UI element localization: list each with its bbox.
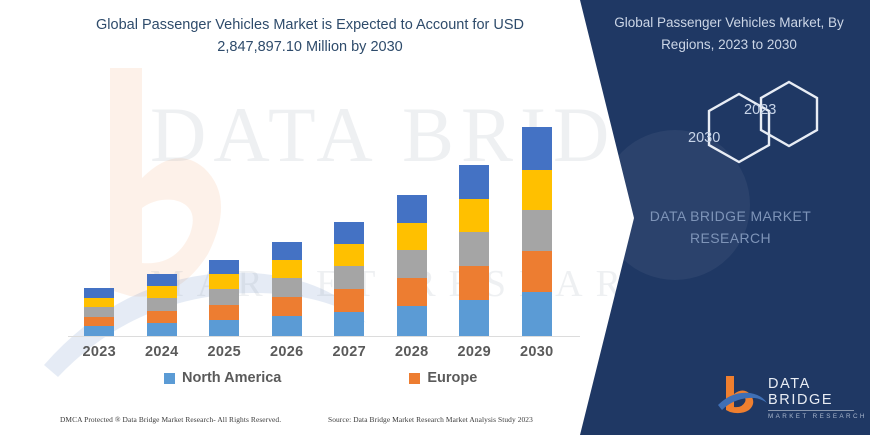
bar-segment[interactable] bbox=[209, 320, 240, 336]
bar-group bbox=[381, 96, 444, 336]
x-axis-label: 2028 bbox=[395, 344, 429, 360]
bar-segment[interactable] bbox=[334, 244, 365, 266]
company-logo-text: DATA BRIDGE MARKET RESEARCH bbox=[768, 376, 870, 420]
bar-segment[interactable] bbox=[209, 260, 240, 274]
bar-segment[interactable] bbox=[396, 195, 427, 223]
legend-item-europe[interactable]: Europe bbox=[409, 370, 477, 386]
bar-segment[interactable] bbox=[459, 232, 490, 266]
hexagon-2023-shape bbox=[759, 80, 819, 148]
bar-segment[interactable] bbox=[84, 326, 115, 336]
bar-segment[interactable] bbox=[521, 292, 552, 336]
bar-segment[interactable] bbox=[146, 323, 177, 336]
bar-segment[interactable] bbox=[521, 127, 552, 170]
bar-group bbox=[68, 96, 131, 336]
bar-segment[interactable] bbox=[271, 260, 302, 278]
x-axis-label: 2023 bbox=[82, 344, 116, 360]
bar-segment[interactable] bbox=[459, 300, 490, 336]
bar-segment[interactable] bbox=[271, 278, 302, 297]
navy-brand-line1: DATA BRIDGE MARKET bbox=[649, 208, 812, 224]
legend-swatch-north-america bbox=[164, 372, 175, 384]
hexagon-2030-shape bbox=[707, 92, 771, 164]
bar-segment[interactable] bbox=[459, 199, 490, 232]
hexagon-outlines-icon bbox=[707, 80, 819, 164]
bar-segment[interactable] bbox=[146, 274, 177, 286]
bar-segment[interactable] bbox=[521, 170, 552, 210]
bar-segment[interactable] bbox=[209, 274, 240, 289]
bar-segment[interactable] bbox=[334, 266, 365, 289]
bar-group bbox=[256, 96, 319, 336]
bar-segment[interactable] bbox=[84, 288, 115, 298]
bar-segment[interactable] bbox=[396, 223, 427, 250]
legend-swatch-europe bbox=[409, 372, 421, 384]
bar-group bbox=[443, 96, 506, 336]
x-axis-label: 2027 bbox=[332, 344, 366, 360]
bar-segment[interactable] bbox=[396, 278, 427, 306]
bar-segment[interactable] bbox=[84, 298, 115, 307]
logo-subtitle: MARKET RESEARCH bbox=[768, 412, 867, 420]
stacked-bar[interactable] bbox=[459, 165, 490, 336]
bar-segment[interactable] bbox=[396, 306, 427, 336]
bar-segment[interactable] bbox=[84, 307, 115, 317]
x-axis-label: 2029 bbox=[457, 344, 491, 360]
bar-segment[interactable] bbox=[459, 266, 490, 300]
stacked-bar[interactable] bbox=[334, 222, 365, 336]
legend-label-north-america: North America bbox=[182, 370, 282, 386]
logo-divider bbox=[768, 409, 854, 411]
bar-segment[interactable] bbox=[271, 297, 302, 316]
chart-legend: North America Europe bbox=[68, 370, 568, 386]
legend-label-europe: Europe bbox=[427, 370, 478, 386]
bar-segment[interactable] bbox=[146, 311, 177, 323]
chart-plot-area bbox=[68, 96, 568, 336]
bar-group bbox=[131, 96, 194, 336]
x-axis-label: 2026 bbox=[270, 344, 304, 360]
navy-brand-text: DATA BRIDGE MARKET RESEARCH bbox=[598, 205, 863, 250]
footer-dmca-text: DMCA Protected ® Data Bridge Market Rese… bbox=[60, 415, 282, 424]
chart-title: Global Passenger Vehicles Market is Expe… bbox=[96, 17, 524, 56]
x-axis-labels: 2023 2024 2025 2026 2027 2028 2029 2030 bbox=[68, 344, 568, 360]
stacked-bar[interactable] bbox=[146, 274, 177, 336]
bar-segment[interactable] bbox=[146, 298, 177, 311]
bar-segment[interactable] bbox=[84, 317, 115, 326]
hexagon-2023-label: 2023 bbox=[744, 102, 777, 118]
stacked-bar[interactable] bbox=[209, 260, 240, 336]
bar-segment[interactable] bbox=[334, 289, 365, 312]
bar-segment[interactable] bbox=[271, 316, 302, 336]
footer-source-text: Source: Data Bridge Market Research Mark… bbox=[328, 415, 533, 424]
footer: DMCA Protected ® Data Bridge Market Rese… bbox=[60, 415, 580, 424]
logo-name: DATA BRIDGE bbox=[768, 376, 834, 408]
stacked-bar[interactable] bbox=[84, 288, 115, 336]
bar-series-container bbox=[68, 96, 568, 336]
bar-segment[interactable] bbox=[334, 222, 365, 244]
bar-segment[interactable] bbox=[396, 250, 427, 278]
hexagon-badges: 2030 2023 bbox=[660, 78, 830, 183]
bar-segment[interactable] bbox=[271, 242, 302, 260]
company-logo-icon bbox=[718, 376, 767, 414]
bar-group bbox=[193, 96, 256, 336]
stacked-bar[interactable] bbox=[271, 242, 302, 336]
x-axis-line bbox=[68, 336, 580, 337]
hexagon-2030-label: 2030 bbox=[688, 130, 721, 146]
legend-item-north-america[interactable]: North America bbox=[164, 370, 281, 386]
x-axis-label: 2024 bbox=[145, 344, 179, 360]
stacked-bar[interactable] bbox=[396, 195, 427, 336]
bar-segment[interactable] bbox=[334, 312, 365, 336]
bar-segment[interactable] bbox=[521, 251, 552, 292]
x-axis-label: 2025 bbox=[207, 344, 241, 360]
bar-segment[interactable] bbox=[521, 210, 552, 251]
navy-brand-line2: RESEARCH bbox=[690, 230, 771, 247]
x-axis-label: 2030 bbox=[520, 344, 554, 360]
bar-segment[interactable] bbox=[459, 165, 490, 199]
navy-panel-title: Global Passenger Vehicles Market, By Reg… bbox=[614, 15, 844, 52]
bar-group bbox=[506, 96, 569, 336]
bar-group bbox=[318, 96, 381, 336]
bar-segment[interactable] bbox=[209, 289, 240, 305]
bar-segment[interactable] bbox=[209, 305, 240, 320]
stacked-bar[interactable] bbox=[521, 127, 552, 336]
bar-segment[interactable] bbox=[146, 286, 177, 298]
